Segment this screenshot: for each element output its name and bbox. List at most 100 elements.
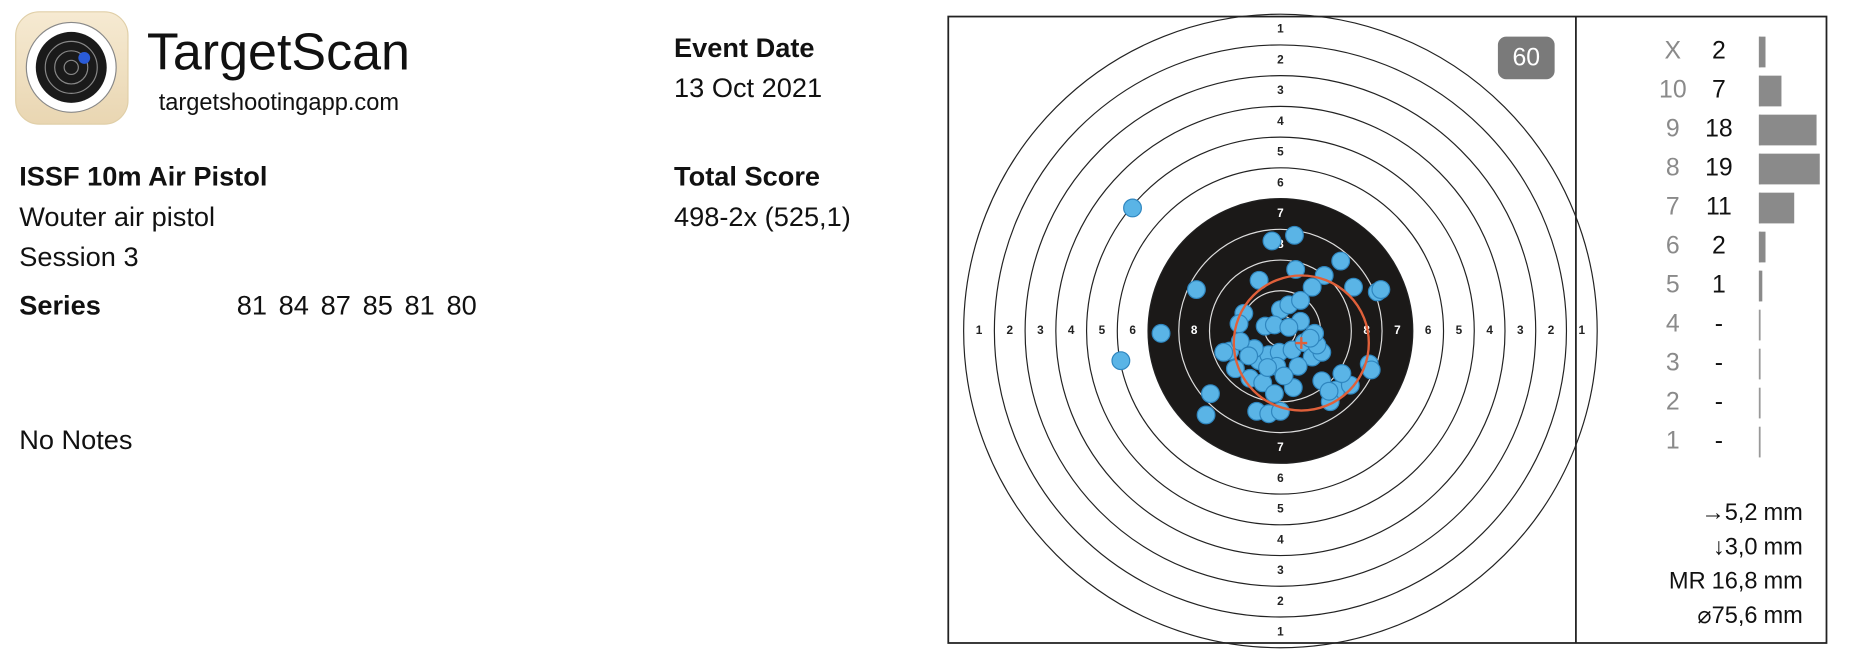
ring [963,13,1598,649]
shot [1196,405,1216,425]
discipline: ISSF 10m Air Pistol [19,161,267,192]
ring-name: 4 [1666,311,1680,338]
shot [1302,277,1322,297]
count-bar [1759,75,1782,107]
date-label: Event Date [674,32,814,63]
ring-label: 1 [1579,323,1586,337]
ring-count: 2 [1712,233,1726,260]
series-score: 81 [405,290,435,321]
ring-label: 2 [1006,323,1013,337]
shot [1319,381,1339,401]
stat-unit: mm [1763,603,1802,629]
ring-name: 10 [1659,77,1687,104]
count-bar [1759,36,1766,68]
ring-count: 2 [1712,38,1726,65]
ring-label: 5 [1277,145,1284,159]
shot [1258,358,1278,377]
stat-symbol: MR [1669,569,1706,595]
shot [1151,323,1171,343]
ring-name: 5 [1666,272,1680,299]
shot [1230,331,1250,351]
score: 498-2x (525,1) [674,201,851,232]
count-bar [1759,231,1766,263]
ring-name: 6 [1666,233,1680,260]
stat-unit: mm [1763,500,1802,526]
count-bar [1759,153,1820,185]
stat-symbol: ⌀ [1697,603,1711,629]
shot [1285,225,1304,245]
shot [1262,231,1282,251]
count-bar [1759,114,1817,146]
ring-label: 7 [1277,206,1284,220]
ring-count: - [1715,311,1723,338]
stat-value: 5,2 [1725,500,1758,526]
shot [1239,346,1259,366]
ring-count: - [1715,350,1723,377]
ring-label: 5 [1456,323,1463,337]
group-center [1295,337,1308,349]
target: 11112222333344445555666677778888 [963,13,1598,649]
mean-radius [1232,274,1371,412]
series-score: 81 [237,290,267,321]
ring-count: 1 [1712,272,1726,299]
shot [1371,280,1391,300]
ring-label: 3 [1037,323,1044,337]
ring-label: 4 [1068,323,1075,337]
notes: No Notes [19,424,132,455]
app-name: TargetScan [147,23,410,81]
shot [1314,266,1334,285]
shot [1344,277,1364,297]
ring-label: 8 [1191,323,1198,337]
ring [993,44,1568,618]
ring-name: 7 [1666,194,1680,221]
shot [1201,384,1220,404]
side-panel: X 210 79 188 197 116 25 14 -3 -2 -1 -→5,2 mm↓3,0 mmMR… [1659,36,1820,629]
ring-label: 6 [1129,323,1136,337]
ring-name: 9 [1666,116,1680,143]
series-score: 84 [279,290,309,321]
ring-label: 6 [1277,471,1284,485]
shot [1274,366,1294,386]
shot [1332,364,1352,384]
shot-count-badge [1497,36,1555,80]
ring-label: 2 [1277,52,1284,66]
shot [1279,317,1299,337]
ring-label: 4 [1277,532,1284,546]
shot [1291,290,1310,310]
ring-label: 3 [1277,563,1284,577]
ring [1116,167,1445,495]
series-score: 80 [447,290,477,321]
ring-label: 1 [1277,624,1284,638]
target-frame [947,15,1828,644]
stat: →5,2 mm [1701,500,1803,526]
shot [1264,384,1284,404]
stat-symbol: → [1701,500,1725,526]
stat-value: 16,8 [1712,569,1758,595]
ring-label: 3 [1277,83,1284,97]
date: 13 Oct 2021 [674,72,822,103]
ring-count: 11 [1706,194,1732,221]
series-score: 87 [321,290,351,321]
ring-label: 6 [1425,323,1432,337]
ring-count: - [1715,428,1723,455]
ring-label: 1 [976,323,983,337]
ring-label: 4 [1486,323,1493,337]
ring-label: 5 [1099,323,1106,337]
stat-symbol: ↓ [1713,535,1725,561]
shot [1288,356,1308,376]
ring-label: 2 [1548,323,1555,337]
shot-count: 60 [1512,45,1540,72]
stat: ⌀75,6 mm [1697,603,1803,629]
count-bar [1759,270,1763,302]
series-label: Series [19,290,101,321]
website: targetshootingapp.com [159,90,399,116]
series-score: 85 [363,290,393,321]
shot [1186,280,1206,300]
shot [1270,401,1290,421]
ring-label: 7 [1394,323,1401,337]
ring [1178,228,1383,434]
stat-value: 75,6 [1712,603,1758,629]
stat: ↓3,0 mm [1713,535,1803,561]
shot [1331,251,1351,271]
session-name: Session 3 [19,241,138,272]
